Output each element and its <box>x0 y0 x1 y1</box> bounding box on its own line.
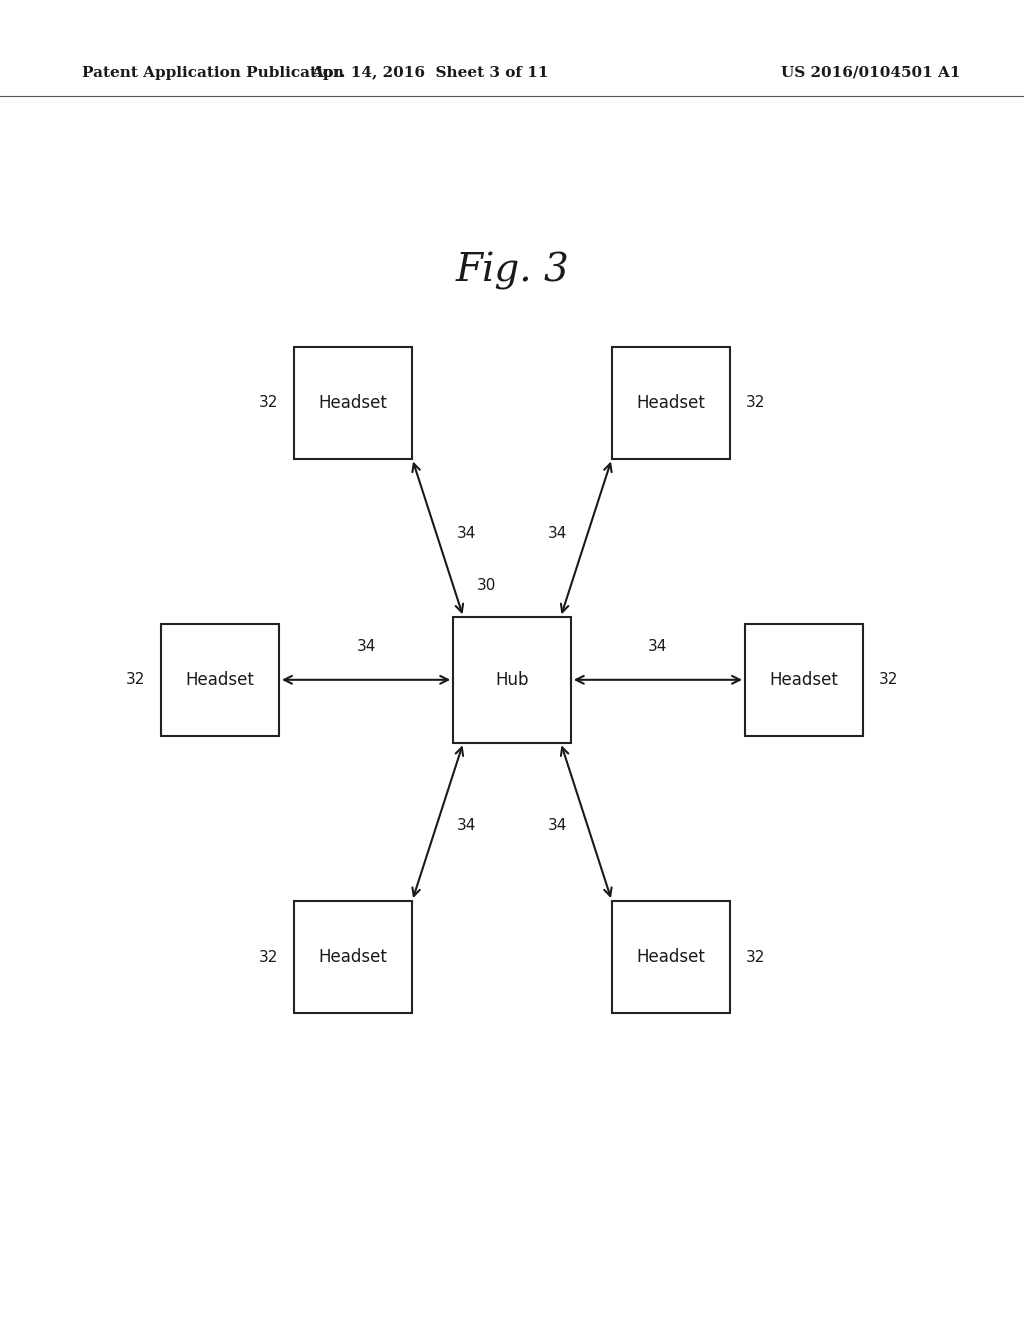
Text: 34: 34 <box>457 818 476 833</box>
FancyBboxPatch shape <box>745 624 862 737</box>
Text: 34: 34 <box>356 639 376 655</box>
Text: 34: 34 <box>548 527 567 541</box>
Text: Hub: Hub <box>496 671 528 689</box>
Text: 32: 32 <box>745 395 765 411</box>
FancyBboxPatch shape <box>453 618 571 742</box>
FancyBboxPatch shape <box>612 900 729 1014</box>
Text: Headset: Headset <box>636 393 706 412</box>
Text: 34: 34 <box>648 639 668 655</box>
Text: Headset: Headset <box>318 393 388 412</box>
Text: Headset: Headset <box>636 948 706 966</box>
FancyBboxPatch shape <box>295 900 412 1014</box>
Text: Headset: Headset <box>185 671 255 689</box>
Text: 32: 32 <box>879 672 898 688</box>
Text: 32: 32 <box>259 949 279 965</box>
FancyBboxPatch shape <box>612 347 729 459</box>
Text: Headset: Headset <box>769 671 839 689</box>
Text: Patent Application Publication: Patent Application Publication <box>82 66 344 79</box>
Text: 34: 34 <box>457 527 476 541</box>
Text: 32: 32 <box>126 672 145 688</box>
Text: Headset: Headset <box>318 948 388 966</box>
Text: Fig. 3: Fig. 3 <box>455 252 569 289</box>
Text: 32: 32 <box>259 395 279 411</box>
Text: US 2016/0104501 A1: US 2016/0104501 A1 <box>780 66 961 79</box>
Text: Apr. 14, 2016  Sheet 3 of 11: Apr. 14, 2016 Sheet 3 of 11 <box>311 66 549 79</box>
FancyBboxPatch shape <box>162 624 279 737</box>
FancyBboxPatch shape <box>295 347 412 459</box>
Text: 34: 34 <box>548 818 567 833</box>
Text: 30: 30 <box>477 578 496 594</box>
Text: 32: 32 <box>745 949 765 965</box>
